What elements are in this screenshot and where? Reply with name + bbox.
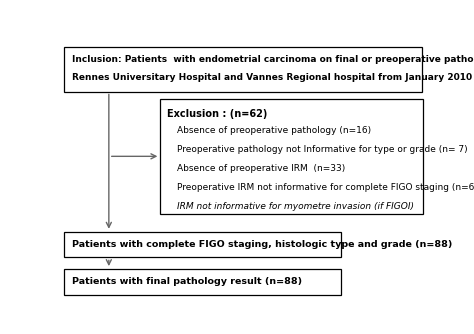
Text: Inclusion: Patients  with endometrial carcinoma on final or preoperative patholo: Inclusion: Patients with endometrial car…: [72, 55, 474, 64]
Text: Preoperative pathology not Informative for type or grade (n= 7): Preoperative pathology not Informative f…: [177, 145, 467, 154]
Text: Absence of preoperative IRM  (n=33): Absence of preoperative IRM (n=33): [177, 164, 345, 173]
Text: Preoperative IRM not informative for complete FIGO staging (n=6): Preoperative IRM not informative for com…: [177, 183, 474, 192]
FancyBboxPatch shape: [64, 232, 341, 258]
Text: Rennes Universitary Hospital and Vannes Regional hospital from January 2010 to d: Rennes Universitary Hospital and Vannes …: [72, 73, 474, 82]
FancyBboxPatch shape: [160, 99, 423, 214]
Text: IRM not informative for myometre invasion (if FIGOI): IRM not informative for myometre invasio…: [177, 202, 414, 211]
Text: Absence of preoperative pathology (n=16): Absence of preoperative pathology (n=16): [177, 127, 371, 136]
FancyBboxPatch shape: [64, 46, 422, 92]
Text: Patients with final pathology result (n=88): Patients with final pathology result (n=…: [72, 277, 302, 286]
Text: Patients with complete FIGO staging, histologic type and grade (n=88): Patients with complete FIGO staging, his…: [72, 240, 452, 249]
Text: Exclusion : (n=62): Exclusion : (n=62): [167, 109, 267, 119]
FancyBboxPatch shape: [64, 269, 341, 295]
